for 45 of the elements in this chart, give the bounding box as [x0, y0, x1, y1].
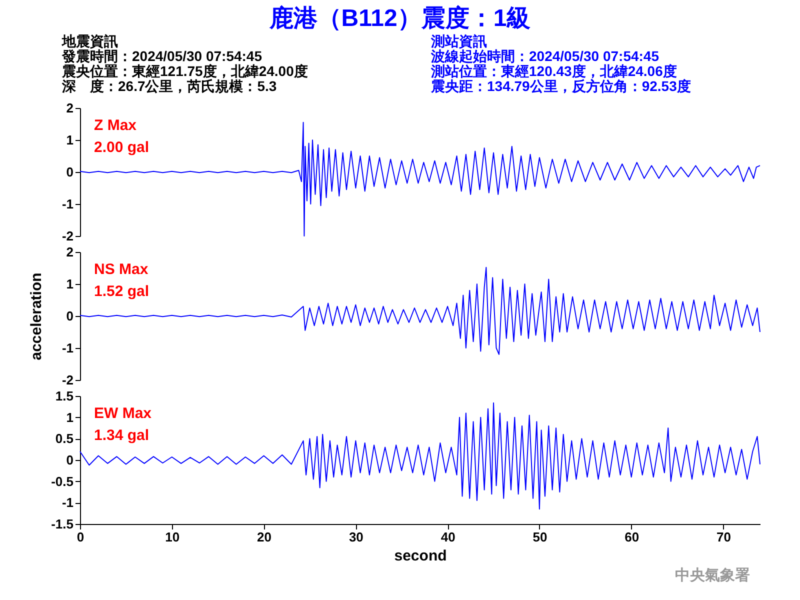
x-axis-title: second [394, 548, 447, 564]
x-tick-label: 70 [716, 530, 731, 544]
x-tick-label: 60 [624, 530, 640, 544]
annotation: 2.00 gal [94, 139, 150, 156]
x-tick-label: 0 [76, 530, 84, 544]
y-tick-label: 2 [66, 100, 74, 116]
x-tick-label: 40 [440, 530, 456, 544]
text: 震央位置：東經121.75度，北緯24.00度 [62, 63, 309, 79]
text: 測站位置：東經120.43度，北緯24.06度 [431, 63, 677, 79]
y-tick-label: 1 [66, 132, 74, 148]
y-tick-label: -1 [62, 196, 74, 212]
line-series [80, 122, 760, 236]
line-series [80, 402, 760, 510]
y-tick-label: -1 [62, 340, 74, 356]
text: 地震資訊 [62, 33, 119, 49]
text: 震央距：134.79公里，反方位角：92.53度 [431, 78, 692, 94]
x-tick-label: 30 [348, 530, 364, 544]
y-tick-label: 1.5 [55, 388, 74, 404]
annotation: 1.52 gal [94, 283, 150, 300]
y-tick-label: 0.5 [55, 431, 74, 446]
y-tick-label: -1.5 [51, 516, 74, 532]
y-tick-label: 1 [66, 410, 74, 425]
x-tick-label: 20 [257, 530, 272, 544]
text: 測站資訊 [431, 33, 488, 49]
y-tick-label: 0 [66, 452, 74, 468]
y-axis-title: acceleration [28, 272, 45, 360]
x-tick-label: 50 [532, 530, 548, 544]
y-tick-label: -0.5 [51, 474, 74, 489]
annotation: EW Max [94, 405, 152, 422]
annotation: 1.34 gal [94, 427, 150, 444]
text: 中央氣象署 [675, 567, 750, 584]
y-tick-label: 1 [66, 276, 74, 292]
y-tick-label: 0 [66, 164, 74, 180]
y-tick-label: 0 [66, 308, 74, 324]
text: 深 度：26.7公里，芮氏規模：5.3 [62, 78, 278, 94]
text: 波線起始時間：2024/05/30 07:54:45 [431, 48, 660, 64]
text: 發震時間：2024/05/30 07:54:45 [62, 48, 263, 64]
annotation: NS Max [94, 261, 149, 278]
y-tick-label: 2 [66, 244, 74, 260]
x-tick-label: 10 [165, 530, 180, 544]
text: 鹿港（B112）震度：1級 [268, 4, 532, 34]
y-tick-label: -1 [62, 495, 74, 510]
y-tick-label: -2 [62, 372, 74, 388]
annotation: Z Max [94, 117, 138, 134]
y-tick-label: -2 [62, 228, 74, 244]
